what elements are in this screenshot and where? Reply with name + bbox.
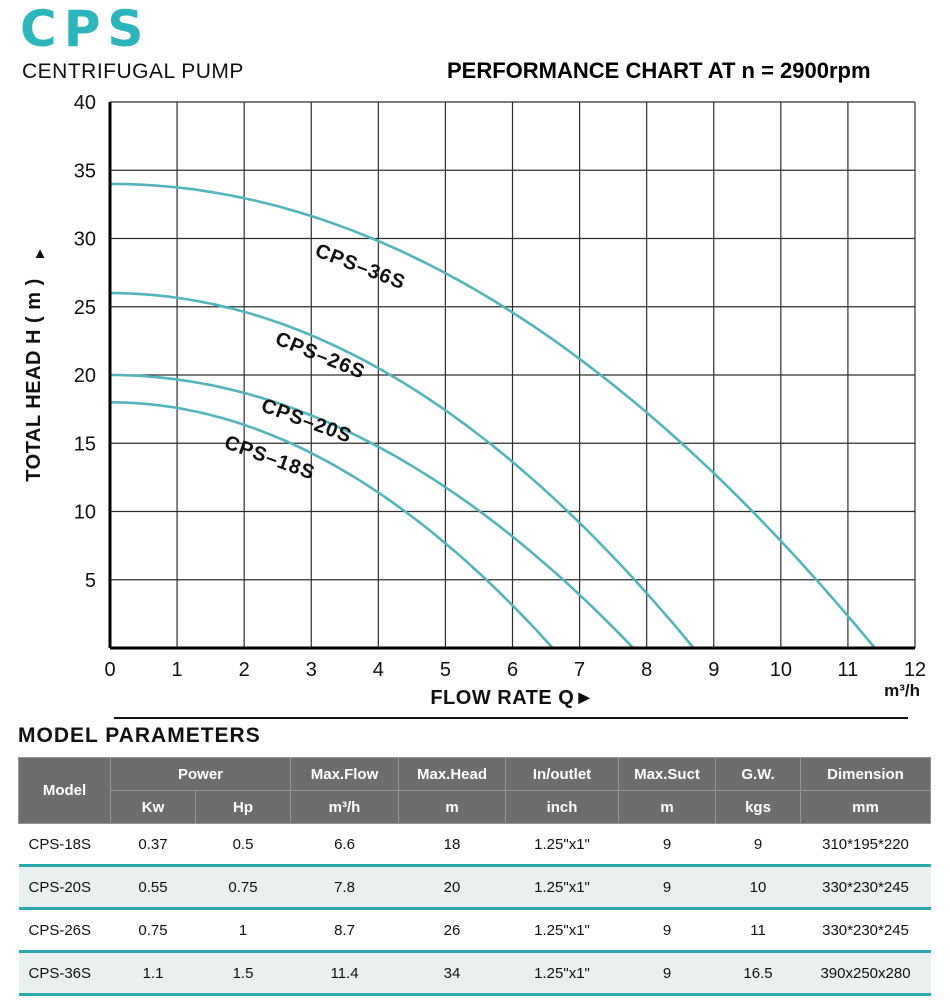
cell-gw: 11 bbox=[715, 908, 801, 952]
y-tick-label: 30 bbox=[74, 229, 96, 251]
col-header-max-suct: Max.Suct bbox=[618, 757, 717, 791]
table-header: Model Power Max.Flow Max.Head In/outlet … bbox=[18, 757, 932, 824]
table-row: CPS-18S 0.37 0.5 6.6 18 1.25"x1" 9 9 310*195*220 bbox=[18, 823, 931, 866]
cell-model: CPS-26S bbox=[18, 908, 111, 952]
col-header-max-head-unit: m bbox=[398, 790, 507, 824]
cell-max_suct: 9 bbox=[618, 908, 716, 952]
curve-label: CPS–18S bbox=[221, 432, 318, 485]
y-tick-label: 25 bbox=[74, 297, 96, 319]
cell-model: CPS-20S bbox=[18, 864, 111, 910]
cell-hp: 1 bbox=[195, 908, 291, 952]
cell-max_flow: 8.7 bbox=[290, 908, 399, 952]
x-tick-label: 10 bbox=[770, 659, 792, 681]
cell-inoutlet: 1.25"x1" bbox=[505, 864, 619, 910]
cell-max_head: 26 bbox=[398, 908, 506, 952]
cell-inoutlet: 1.25"x1" bbox=[505, 950, 619, 996]
y-axis-label: TOTAL HEAD H ( m ) bbox=[23, 278, 45, 481]
y-tick-label: 20 bbox=[74, 365, 96, 387]
cell-max_flow: 11.4 bbox=[290, 950, 399, 996]
x-tick-label: 7 bbox=[574, 659, 585, 681]
col-header-inoutlet: In/outlet bbox=[505, 757, 620, 791]
table-row: CPS-36S 1.1 1.5 11.4 34 1.25"x1" 9 16.5 390x250x… bbox=[18, 950, 931, 996]
table-body: CPS-18S 0.37 0.5 6.6 18 1.25"x1" 9 9 310*195*220… bbox=[18, 823, 931, 996]
x-tick-label: 0 bbox=[104, 659, 115, 681]
col-header-inoutlet-unit: inch bbox=[505, 790, 620, 824]
table-row: CPS-20S 0.55 0.75 7.8 20 1.25"x1" 9 10 330*230*2… bbox=[18, 864, 931, 910]
y-tick-label: 40 bbox=[74, 92, 96, 114]
cell-dimension: 330*230*245 bbox=[800, 864, 931, 910]
y-tick-label: 15 bbox=[74, 433, 96, 455]
col-header-hp: Hp bbox=[194, 790, 292, 824]
x-tick-label: 12 bbox=[904, 659, 926, 681]
col-header-kw: Kw bbox=[110, 790, 196, 824]
col-header-power: Power bbox=[109, 757, 292, 791]
cell-inoutlet: 1.25"x1" bbox=[505, 823, 619, 866]
col-header-max-flow-unit: m³/h bbox=[290, 790, 400, 824]
cell-model: CPS-36S bbox=[18, 950, 111, 996]
y-axis-arrow-icon: ▲ bbox=[33, 245, 48, 262]
cell-kw: 1.1 bbox=[110, 950, 196, 996]
brand-logo: CPS bbox=[20, 0, 151, 58]
cell-max_head: 20 bbox=[398, 864, 506, 910]
y-tick-label: 10 bbox=[74, 502, 96, 524]
x-tick-label: 4 bbox=[373, 659, 384, 681]
cell-gw: 16.5 bbox=[715, 950, 801, 996]
table-title: MODEL PARAMETERS bbox=[18, 724, 261, 747]
cell-inoutlet: 1.25"x1" bbox=[505, 908, 619, 952]
cell-max_flow: 6.6 bbox=[290, 823, 399, 866]
chart-title: PERFORMANCE CHART AT n = 2900rpm bbox=[447, 58, 871, 83]
x-tick-label: 9 bbox=[708, 659, 719, 681]
cell-dimension: 330*230*245 bbox=[800, 908, 931, 952]
col-header-dimension-unit: mm bbox=[800, 790, 932, 824]
x-tick-label: 8 bbox=[641, 659, 652, 681]
y-tick-label: 5 bbox=[85, 570, 96, 592]
col-header-model: Model bbox=[18, 757, 111, 824]
cell-gw: 10 bbox=[715, 864, 801, 910]
pump-curve bbox=[108, 291, 695, 650]
x-tick-label: 1 bbox=[172, 659, 183, 681]
col-header-max-flow: Max.Flow bbox=[290, 757, 400, 791]
y-tick-label: 35 bbox=[74, 160, 96, 182]
cell-kw: 0.37 bbox=[110, 823, 196, 866]
table-row: CPS-26S 0.75 1 8.7 26 1.25"x1" 9 11 330*230*245 bbox=[18, 908, 931, 952]
cell-model: CPS-18S bbox=[18, 823, 111, 866]
x-tick-label: 2 bbox=[239, 659, 250, 681]
curve-label: CPS–20S bbox=[258, 395, 355, 448]
cell-kw: 0.75 bbox=[110, 908, 196, 952]
brand-subtitle: CENTRIFUGAL PUMP bbox=[22, 60, 244, 83]
x-axis-label: FLOW RATE Q► bbox=[430, 687, 594, 709]
cell-dimension: 390x250x280 bbox=[800, 950, 931, 996]
cell-dimension: 310*195*220 bbox=[800, 823, 931, 866]
cell-hp: 0.5 bbox=[195, 823, 291, 866]
model-parameters-table: Model Power Max.Flow Max.Head In/outlet … bbox=[18, 757, 932, 996]
x-tick-label: 11 bbox=[838, 659, 859, 681]
cell-max_suct: 9 bbox=[618, 823, 716, 866]
cell-gw: 9 bbox=[715, 823, 801, 866]
pump-curve bbox=[108, 182, 877, 650]
cell-max_head: 18 bbox=[398, 823, 506, 866]
cell-kw: 0.55 bbox=[110, 864, 196, 910]
col-header-dimension: Dimension bbox=[800, 757, 932, 791]
cell-hp: 1.5 bbox=[195, 950, 291, 996]
pump-curve bbox=[108, 401, 555, 650]
x-tick-label: 5 bbox=[440, 659, 451, 681]
col-header-max-head: Max.Head bbox=[398, 757, 507, 791]
col-header-gw: G.W. bbox=[715, 757, 802, 791]
x-tick-label: 3 bbox=[306, 659, 317, 681]
col-header-gw-unit: kgs bbox=[715, 790, 802, 824]
x-tick-label: 6 bbox=[507, 659, 518, 681]
x-axis-unit: m³/h bbox=[884, 681, 920, 700]
cell-max_suct: 9 bbox=[618, 864, 716, 910]
pump-curve bbox=[108, 373, 635, 650]
cell-max_suct: 9 bbox=[618, 950, 716, 996]
cell-hp: 0.75 bbox=[195, 864, 291, 910]
cell-max_head: 34 bbox=[398, 950, 506, 996]
col-header-max-suct-unit: m bbox=[618, 790, 717, 824]
cell-max_flow: 7.8 bbox=[290, 864, 399, 910]
